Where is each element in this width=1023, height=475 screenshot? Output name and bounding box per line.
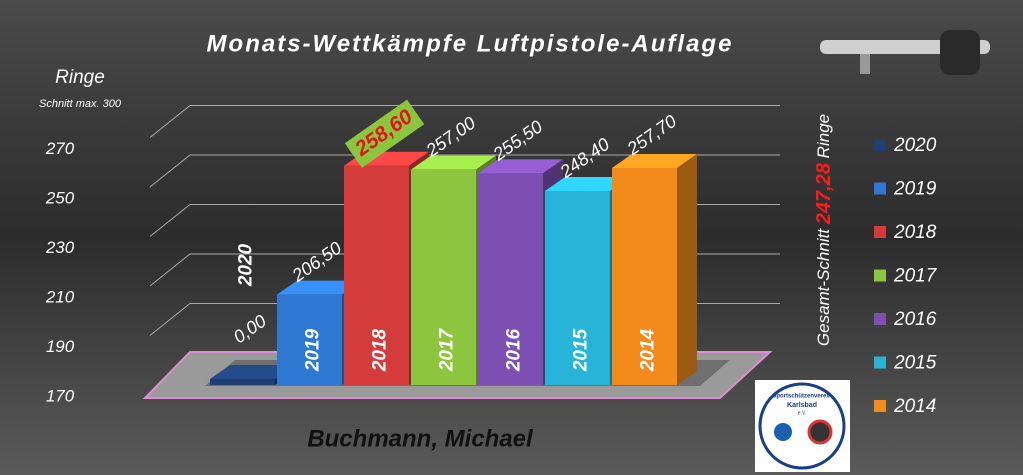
legend-swatch	[874, 183, 886, 195]
category-label: 2019	[303, 328, 324, 372]
legend-swatch	[874, 357, 886, 369]
category-label: 2017	[437, 327, 458, 372]
category-label: 2020	[236, 243, 257, 287]
category-label: 2018	[370, 328, 391, 372]
footer: Buchmann, Michael	[307, 425, 534, 452]
logo-text: Karlsbad	[787, 402, 817, 409]
y-tick-label: 210	[45, 287, 75, 306]
y-tick-label: 270	[45, 139, 75, 158]
logo: Sportschützenverein Karlsbad e.V.	[755, 380, 850, 472]
legend-swatch	[874, 226, 886, 238]
legend-swatch	[874, 139, 886, 151]
y-tick-label: 170	[46, 386, 75, 405]
bar-side	[677, 154, 697, 385]
chart-title: Monats-Wettkämpfe Luftpistole-Auflage	[207, 30, 734, 57]
y-tick-label: 230	[45, 238, 75, 257]
logo-text: Sportschützenverein	[772, 394, 832, 400]
legend-swatch	[874, 270, 886, 282]
legend-label: 2014	[893, 396, 936, 417]
category-label: 2014	[638, 328, 659, 372]
category-label: 2015	[571, 328, 592, 372]
average-value: 247,28	[813, 162, 835, 225]
average: Gesamt-Schnitt 247,28 Ringe	[813, 114, 835, 346]
legend-label: 2015	[893, 353, 937, 374]
y-tick-label: 250	[45, 188, 75, 207]
y-axis-label: Ringe	[55, 67, 105, 88]
bar	[210, 379, 275, 385]
legend-swatch	[874, 313, 886, 325]
y-tick-label: 190	[46, 337, 75, 356]
legend-label: 2016	[893, 309, 937, 330]
legend-label: 2020	[893, 135, 937, 156]
chart: Monats-Wettkämpfe Luftpistole-Auflage Ri…	[0, 0, 1023, 475]
category-label: 2016	[504, 328, 525, 372]
average-suffix: Ringe	[814, 114, 833, 158]
legend-label: 2019	[893, 179, 937, 200]
legend-label: 2017	[893, 266, 938, 287]
logo-text: e.V.	[798, 410, 806, 416]
legend-label: 2018	[893, 222, 937, 243]
y-axis-sublabel: Schnitt max. 300	[39, 98, 122, 110]
average-prefix: Gesamt-Schnitt	[814, 228, 833, 346]
legend-swatch	[874, 400, 886, 412]
